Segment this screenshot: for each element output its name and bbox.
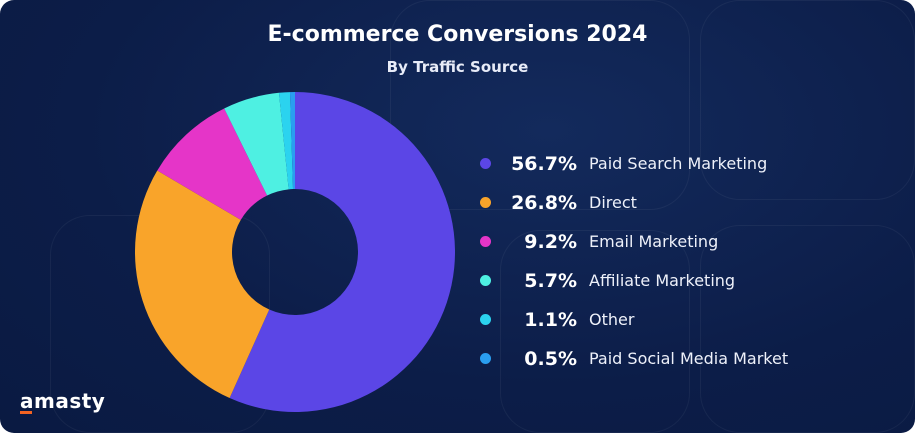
legend-label: Affiliate Marketing [589, 271, 736, 290]
donut-slice-email-marketing [157, 108, 268, 220]
legend-item: 26.8% Direct [480, 183, 788, 222]
legend-item: 56.7% Paid Search Marketing [480, 144, 788, 183]
legend: 56.7% Paid Search Marketing 26.8% Direct… [480, 144, 788, 378]
legend-item: 1.1% Other [480, 300, 788, 339]
amasty-logo: amasty [20, 389, 106, 413]
legend-dot [480, 314, 491, 325]
legend-item: 0.5% Paid Social Media Market [480, 339, 788, 378]
donut-slice-affiliate-marketing [224, 92, 289, 196]
legend-label: Paid Social Media Market [589, 349, 789, 368]
legend-value: 26.8% [511, 191, 577, 214]
decor-shape [390, 0, 690, 210]
legend-dot [480, 275, 491, 286]
legend-value: 5.7% [524, 269, 577, 292]
legend-value: 1.1% [524, 308, 577, 331]
donut-slice-other [278, 92, 294, 190]
legend-value: 0.5% [524, 347, 577, 370]
legend-dot [480, 236, 491, 247]
chart-subtitle: By Traffic Source [386, 58, 529, 76]
donut-slice-direct [135, 170, 270, 399]
donut-slice-paid-social-media-market [289, 92, 295, 190]
legend-item: 5.7% Affiliate Marketing [480, 261, 788, 300]
chart-title: E-commerce Conversions 2024 [267, 22, 648, 47]
legend-value: 9.2% [524, 230, 577, 253]
logo-underline [20, 411, 32, 414]
donut-chart [135, 92, 455, 412]
legend-label: Direct [589, 193, 637, 212]
legend-value: 56.7% [511, 152, 577, 175]
donut-slice-paid-search-marketing [229, 92, 455, 412]
legend-dot [480, 158, 491, 169]
legend-label: Other [589, 310, 635, 329]
legend-label: Paid Search Marketing [589, 154, 768, 173]
legend-dot [480, 197, 491, 208]
legend-item: 9.2% Email Marketing [480, 222, 788, 261]
legend-dot [480, 353, 491, 364]
legend-label: Email Marketing [589, 232, 719, 251]
